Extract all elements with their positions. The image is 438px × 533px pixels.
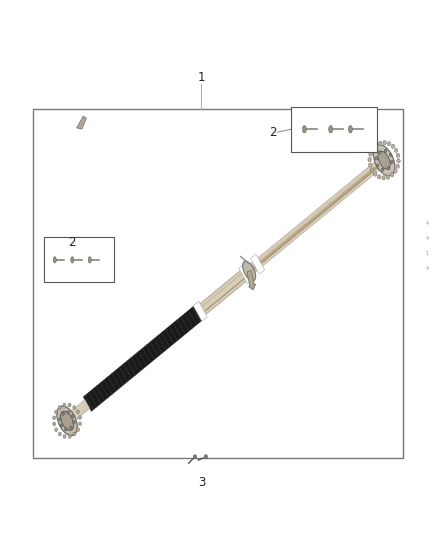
Circle shape	[58, 432, 61, 436]
Circle shape	[391, 160, 393, 164]
FancyArrow shape	[247, 270, 255, 290]
Circle shape	[64, 427, 67, 431]
Ellipse shape	[53, 257, 56, 263]
Circle shape	[68, 434, 71, 438]
Circle shape	[68, 403, 71, 407]
Ellipse shape	[60, 411, 74, 430]
Circle shape	[204, 455, 208, 459]
Circle shape	[63, 403, 66, 407]
Ellipse shape	[71, 257, 74, 263]
Circle shape	[387, 142, 391, 146]
Polygon shape	[83, 303, 206, 411]
Circle shape	[394, 169, 397, 173]
Circle shape	[390, 173, 394, 177]
Circle shape	[381, 168, 384, 171]
Circle shape	[371, 147, 374, 151]
Circle shape	[376, 164, 379, 167]
Circle shape	[76, 410, 79, 414]
Circle shape	[386, 175, 390, 179]
Circle shape	[378, 175, 381, 179]
Bar	[44, 237, 114, 282]
Circle shape	[391, 144, 395, 149]
Ellipse shape	[328, 126, 333, 133]
Circle shape	[387, 167, 390, 170]
Circle shape	[396, 153, 400, 157]
Circle shape	[368, 163, 372, 167]
Circle shape	[382, 176, 385, 180]
Ellipse shape	[378, 151, 390, 169]
Circle shape	[375, 157, 378, 160]
Polygon shape	[251, 254, 265, 274]
Polygon shape	[65, 400, 90, 425]
Circle shape	[374, 143, 378, 148]
Circle shape	[63, 434, 66, 438]
Circle shape	[378, 151, 381, 154]
Circle shape	[371, 168, 374, 172]
Text: 4: 4	[425, 221, 429, 227]
Circle shape	[62, 412, 64, 415]
Polygon shape	[77, 116, 86, 129]
Ellipse shape	[302, 126, 307, 133]
Circle shape	[378, 141, 382, 146]
Circle shape	[71, 414, 74, 417]
Circle shape	[70, 426, 72, 430]
Circle shape	[60, 424, 63, 427]
Ellipse shape	[243, 261, 256, 281]
Circle shape	[78, 422, 81, 426]
Ellipse shape	[373, 144, 395, 176]
Text: 2: 2	[269, 126, 277, 139]
Text: 4: 4	[425, 236, 429, 241]
Circle shape	[389, 154, 392, 157]
Circle shape	[384, 149, 387, 152]
Text: 4: 4	[425, 266, 429, 271]
Text: 1: 1	[198, 71, 205, 84]
Circle shape	[73, 421, 75, 424]
Circle shape	[369, 152, 372, 156]
Text: 3: 3	[198, 476, 205, 489]
Circle shape	[396, 164, 399, 168]
FancyArrow shape	[247, 270, 255, 290]
Bar	[291, 107, 377, 152]
Text: 2: 2	[68, 236, 76, 249]
Circle shape	[78, 416, 81, 419]
Circle shape	[59, 417, 61, 421]
Circle shape	[55, 410, 58, 414]
Polygon shape	[244, 161, 380, 278]
Circle shape	[53, 422, 56, 426]
Circle shape	[394, 148, 398, 152]
Circle shape	[73, 432, 76, 436]
Polygon shape	[199, 269, 249, 315]
Text: 1: 1	[425, 251, 429, 256]
Circle shape	[77, 427, 80, 431]
Circle shape	[397, 159, 400, 163]
Polygon shape	[200, 305, 205, 314]
Polygon shape	[239, 264, 253, 284]
Circle shape	[374, 172, 377, 176]
Circle shape	[383, 141, 386, 145]
Circle shape	[368, 157, 371, 161]
Bar	[33, 109, 403, 458]
Polygon shape	[193, 301, 207, 321]
Ellipse shape	[88, 257, 92, 263]
Circle shape	[55, 428, 58, 432]
Ellipse shape	[57, 406, 78, 435]
Circle shape	[53, 416, 56, 419]
Polygon shape	[245, 164, 378, 276]
Circle shape	[67, 411, 70, 414]
Circle shape	[73, 406, 76, 409]
Circle shape	[193, 455, 197, 459]
Circle shape	[58, 406, 61, 409]
Ellipse shape	[349, 126, 352, 133]
